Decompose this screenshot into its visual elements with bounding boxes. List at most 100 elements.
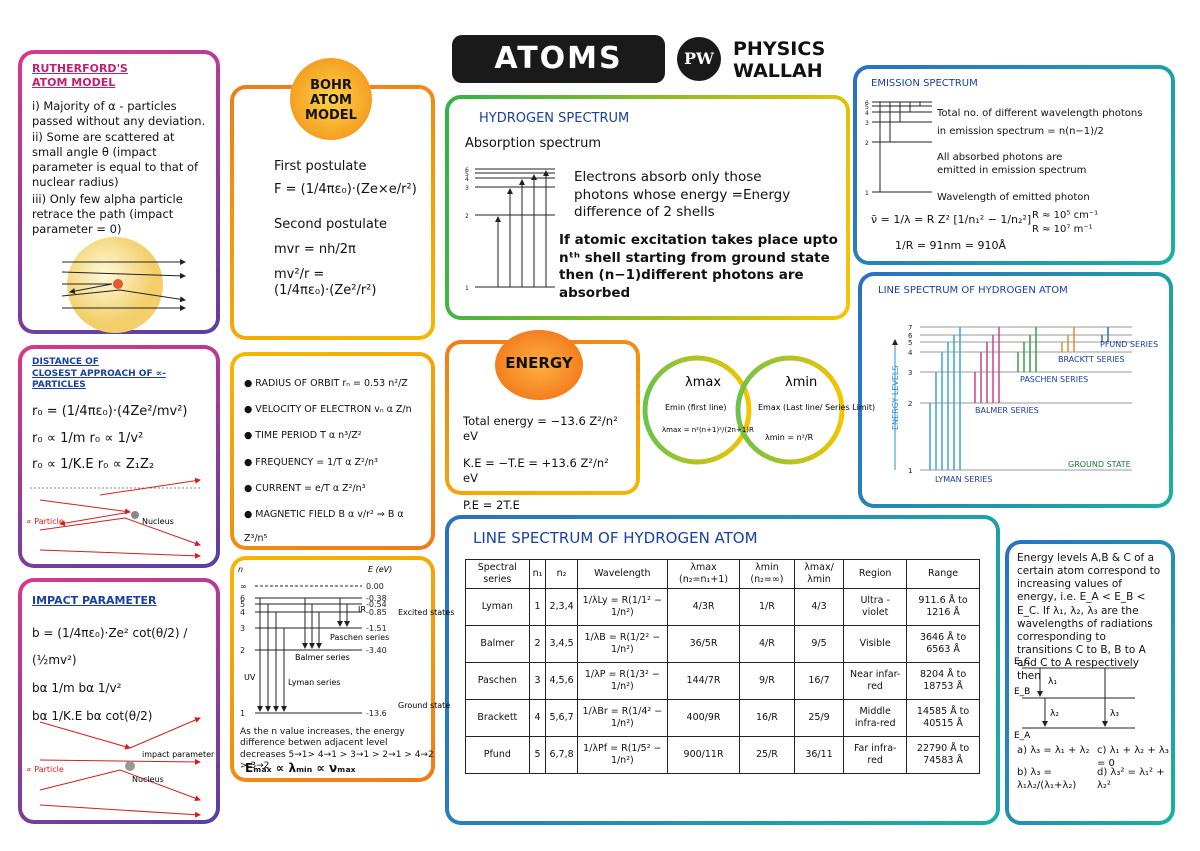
badge-line: MODEL <box>305 108 357 123</box>
formula: P.E = 2T.E <box>463 497 520 512</box>
property: ● FREQUENCY = 1/T α Z²/n³ <box>244 456 378 468</box>
table-cell: 2 <box>528 625 547 664</box>
table-cell: Far infra-red <box>843 736 908 775</box>
table-cell: 1/λPf = R(1/5² − 1/n²) <box>576 736 668 775</box>
question-text: Energy levels A,B & C of a certain atom … <box>1017 552 1161 683</box>
table-cell: 16/7 <box>793 662 845 701</box>
table-row: Balmer 2 3,4,5 1/λB = R(1/2² − 1/n²) 36/5R 4/… <box>465 625 980 664</box>
text: Total no. of different wavelength photon… <box>937 108 1143 119</box>
formula: Total energy = −13.6 Z²/n² eV <box>463 414 618 443</box>
table-cell: 16/R <box>739 699 795 738</box>
column-header: Region <box>843 558 908 590</box>
impact-card: IMPACT PARAMETER b = (1/4πε₀)·Ze² cot(θ/… <box>18 578 220 824</box>
table-cell: 1/λB = R(1/2² − 1/n²) <box>576 625 668 664</box>
column-header: n₁ <box>528 558 547 590</box>
formula: r₀ ∝ 1/K.E r₀ ∝ Z₁Z₂ <box>32 457 155 473</box>
table-cell: Paschen <box>465 662 530 701</box>
brand: PHYSICS WALLAH <box>733 38 825 82</box>
card-title: LINE SPECTRUM OF HYDROGEN ATOM <box>878 285 1068 296</box>
venn-circle <box>642 355 752 465</box>
table-cell: 400/9R <box>666 699 741 738</box>
badge-line: ATOM <box>310 93 352 108</box>
table-cell: 3 <box>528 662 547 701</box>
shape: ● RADIUS OF ORBIT rₙ = 0.53 n²/Z ● VELOCI… <box>244 372 421 578</box>
text: in emission spectrum = n(n−1)/2 <box>937 126 1104 137</box>
formula: mv²/r = (1/4πε₀)·(Ze²/r²) <box>274 266 377 299</box>
card-title: CLOSEST APPROACH OF ∝-PARTICLES <box>32 368 166 391</box>
rutherford-card: RUTHERFORD'S ATOM MODEL i) Majority of α… <box>18 50 220 334</box>
shape: Spectral series n₁ n₂ Wavelength λmax (n₂=n₁… <box>465 558 980 590</box>
card-title: ATOM MODEL <box>32 76 116 90</box>
text: Wavelength of emitted photon <box>937 192 1090 203</box>
table-row: Pfund 5 6,7,8 1/λPf = R(1/5² − 1/n²) 900/11R… <box>465 736 980 775</box>
brand-line: PHYSICS <box>733 38 826 60</box>
table-cell: 4/R <box>739 625 795 664</box>
table-row: Lyman 1 2,3,4 1/λLy = R(1/1² − 1/n²) 4/3R 1/R… <box>465 588 980 627</box>
shape: i) Majority of α - particles passed with… <box>32 99 206 237</box>
shape: Spectral series n₁ n₂ Wavelength λmax (n₂=n₁… <box>465 558 980 590</box>
shape: b = (1/4πε₀)·Ze² cot(θ/2) / (½mv²) bα 1/m… <box>32 620 206 730</box>
formula: 1/R = 91nm = 910Å <box>895 239 1006 252</box>
point: ii) Some are scattered at small angle θ … <box>32 130 199 190</box>
option: d) λ₃² = λ₁² + λ₂² <box>1097 767 1165 791</box>
option: b) λ₃ = λ₁λ₂/(λ₁+λ₂) <box>1017 767 1077 791</box>
venn-label: λmin <box>785 375 817 390</box>
text: Electrons absorb only those photons whos… <box>574 169 791 221</box>
shape: Lyman 1 2,3,4 1/λLy = R(1/1² − 1/n²) 4/3R 1/R… <box>465 588 980 775</box>
card-title: DISTANCE OF <box>32 357 99 367</box>
column-header: λmax/λmin <box>793 558 845 590</box>
table-cell: 4 <box>528 699 547 738</box>
property: ● VELOCITY OF ELECTRON vₙ α Z/n <box>244 404 412 416</box>
table-cell: 1/λBr = R(1/4² − 1/n²) <box>576 699 668 738</box>
table-row: Brackett 4 5,6,7 1/λBr = R(1/4² − 1/n²) 400/… <box>465 699 980 738</box>
bohr-card: First postulate F = (1/4πε₀)·(Ze×e/r²) S… <box>230 85 435 340</box>
text: If atomic excitation takes place upto nᵗ… <box>559 232 838 301</box>
table-cell: 900/11R <box>666 736 741 775</box>
relation: Eₘₐₓ ∝ λₘᵢₙ ∝ νₘₐₓ <box>245 761 356 775</box>
table-cell: 36/5R <box>666 625 741 664</box>
column-header: Spectral series <box>465 558 530 590</box>
column-header: n₂ <box>545 558 578 590</box>
formula: R ≈ 10⁷ m⁻¹ <box>1032 224 1093 235</box>
table-cell: 3646 Å to 6563 Å <box>906 625 980 664</box>
closest-approach-card: DISTANCE OF CLOSEST APPROACH OF ∝-PARTIC… <box>18 345 220 568</box>
question-card: Energy levels A,B & C of a certain atom … <box>1005 540 1175 825</box>
table-cell: Brackett <box>465 699 530 738</box>
table-cell: 9/R <box>739 662 795 701</box>
table-cell: 4,5,6 <box>545 662 578 701</box>
properties-card: ● RADIUS OF ORBIT rₙ = 0.53 n²/Z ● VELOCI… <box>230 352 435 571</box>
formula: r₀ ∝ 1/m r₀ ∝ 1/v² <box>32 430 144 446</box>
table-cell: Pfund <box>465 736 530 775</box>
property: ● MAGNETIC FIELD B α v/r² ⇒ B α Z³/n⁵ <box>244 509 404 545</box>
card-title: IMPACT PARAMETER <box>32 594 157 607</box>
card-title: LINE SPECTRUM OF HYDROGEN ATOM <box>473 529 758 547</box>
formula: r₀ = (1/4πε₀)·(4Ze²/mv²) <box>32 404 188 420</box>
table-cell: Middle infra-red <box>843 699 908 738</box>
table-row: Paschen 3 4,5,6 1/λP = R(1/3² − 1/n²) 144/7R… <box>465 662 980 701</box>
table-cell: 4/3 <box>793 588 845 627</box>
table-cell: 1/λLy = R(1/1² − 1/n²) <box>576 588 668 627</box>
option: c) λ₁ + λ₂ + λ₃ = 0 <box>1097 745 1169 769</box>
table-cell: 3,4,5 <box>545 625 578 664</box>
subtitle: Absorption spectrum <box>465 135 602 151</box>
table-cell: Visible <box>843 625 908 664</box>
table-cell: 9/5 <box>793 625 845 664</box>
property: ● RADIUS OF ORBIT rₙ = 0.53 n²/Z <box>244 378 408 389</box>
table-cell: Near infar-red <box>843 662 908 701</box>
table-cell: 1/λP = R(1/3² − 1/n²) <box>576 662 668 701</box>
table-cell: 2,3,4 <box>545 588 578 627</box>
point: iii) Only few alpha particle retrace the… <box>32 192 183 237</box>
column-header: Range <box>906 558 980 590</box>
table-cell: 8204 Å to 18753 Å <box>906 662 980 701</box>
formula: bα 1/K.E bα cot(θ/2) <box>32 709 153 724</box>
property: ● CURRENT = e/T α Z²/n³ <box>244 482 366 494</box>
brand-line: WALLAH <box>733 60 823 82</box>
formula: bα 1/m bα 1/v² <box>32 681 122 696</box>
table-card: LINE SPECTRUM OF HYDROGEN ATOM Spectral … <box>445 515 1000 825</box>
spectrum-table: Spectral series n₁ n₂ Wavelength λmax (n₂=n₁… <box>465 558 980 775</box>
table-cell: Lyman <box>465 588 530 627</box>
table-cell: Ultra - violet <box>843 588 908 627</box>
logo: PW <box>677 37 721 81</box>
table-cell: 25/9 <box>793 699 845 738</box>
